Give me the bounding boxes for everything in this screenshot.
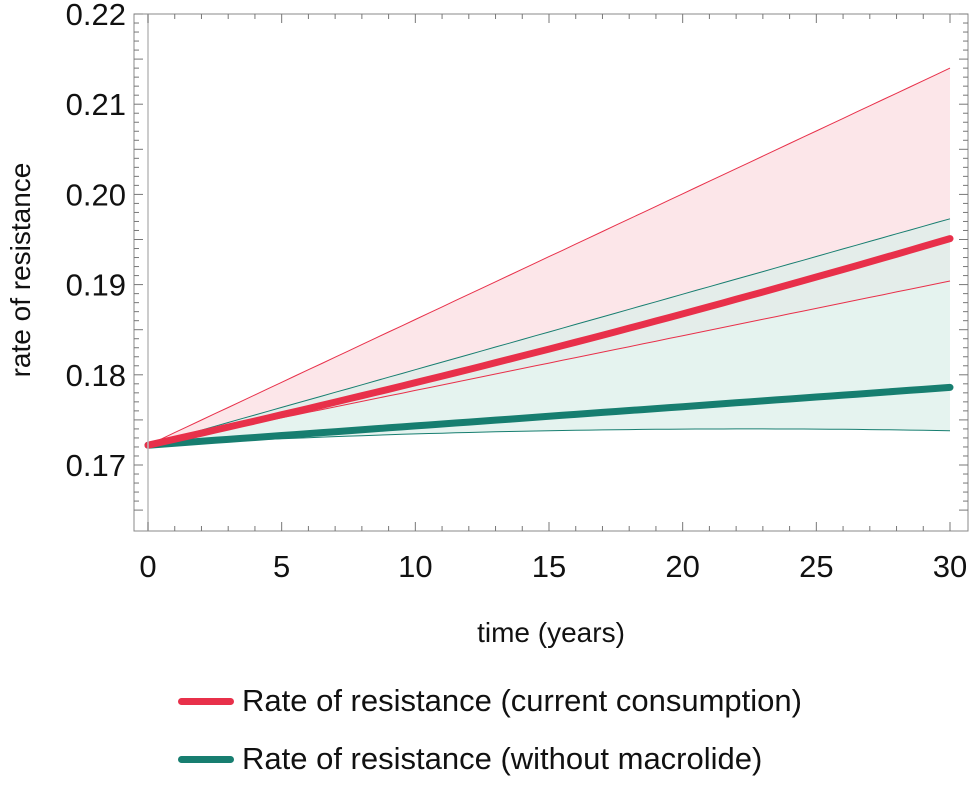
y-tick-labels: 0.17 0.18 0.19 0.20 0.21 0.22 xyxy=(66,0,126,483)
x-tick-label: 25 xyxy=(799,549,833,584)
legend-item-current: Rate of resistance (current consumption) xyxy=(178,672,802,730)
legend-label-current: Rate of resistance (current consumption) xyxy=(242,683,802,718)
x-tick-label: 30 xyxy=(933,549,967,584)
series-lines xyxy=(144,235,954,449)
legend-label-without-macrolide: Rate of resistance (without macrolide) xyxy=(242,741,763,776)
y-tick-label: 0.20 xyxy=(66,177,126,212)
plot-frame xyxy=(133,13,969,532)
x-tick-label: 0 xyxy=(139,549,156,584)
upper-bound-series-1 xyxy=(147,218,951,446)
y-tick-label: 0.22 xyxy=(66,0,126,32)
line-series-1 xyxy=(144,383,954,449)
y-tick-label: 0.18 xyxy=(66,358,126,393)
line-series-0 xyxy=(144,235,954,449)
y-tick-label: 0.19 xyxy=(66,268,126,303)
y-tick-label: 0.17 xyxy=(66,448,126,483)
x-axis-label: time (years) xyxy=(477,617,625,648)
x-tick-label: 10 xyxy=(398,549,432,584)
legend-swatch-current xyxy=(178,697,234,705)
x-tick-label: 20 xyxy=(665,549,699,584)
legend-item-without-macrolide: Rate of resistance (without macrolide) xyxy=(178,730,802,788)
x-tick-labels: 0 5 10 15 20 25 30 xyxy=(139,549,967,584)
y-tick-label: 0.21 xyxy=(66,87,126,122)
x-tick-label: 5 xyxy=(273,549,290,584)
legend-swatch-without-macrolide xyxy=(178,755,234,763)
tick-marks xyxy=(134,13,968,531)
upper-bound-series-0 xyxy=(147,67,951,446)
y-axis-label: rate of resistance xyxy=(5,163,36,378)
x-tick-label: 15 xyxy=(532,549,566,584)
legend: Rate of resistance (current consumption)… xyxy=(178,672,802,788)
